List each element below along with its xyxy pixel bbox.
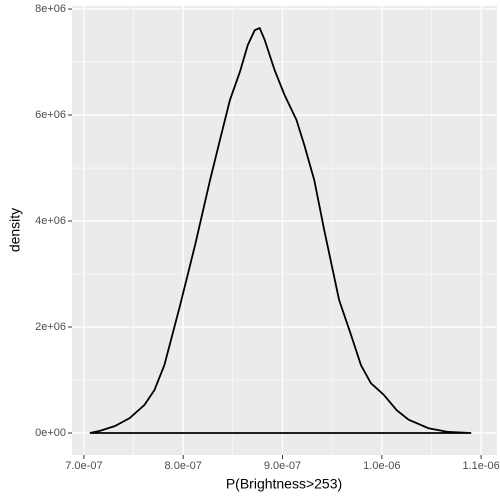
y-tick-label: 6e+06 — [35, 109, 66, 121]
panel — [72, 6, 497, 455]
x-axis-title: P(Brightness>253) — [226, 476, 342, 492]
y-tick-label: 4e+06 — [35, 215, 66, 227]
x-tick-label: 1.1e-06 — [462, 460, 499, 472]
x-tick-label: 8.0e-07 — [165, 460, 202, 472]
x-tick-label: 9.0e-07 — [264, 460, 301, 472]
x-tick-label: 1.0e-06 — [363, 460, 400, 472]
y-tick-label: 0e+00 — [35, 427, 66, 439]
density-curve — [89, 26, 472, 434]
y-tick-label: 2e+06 — [35, 321, 66, 333]
y-tick-label: 8e+06 — [35, 3, 66, 15]
x-tick-label: 7.0e-07 — [65, 460, 102, 472]
y-axis-title: density — [7, 208, 23, 252]
